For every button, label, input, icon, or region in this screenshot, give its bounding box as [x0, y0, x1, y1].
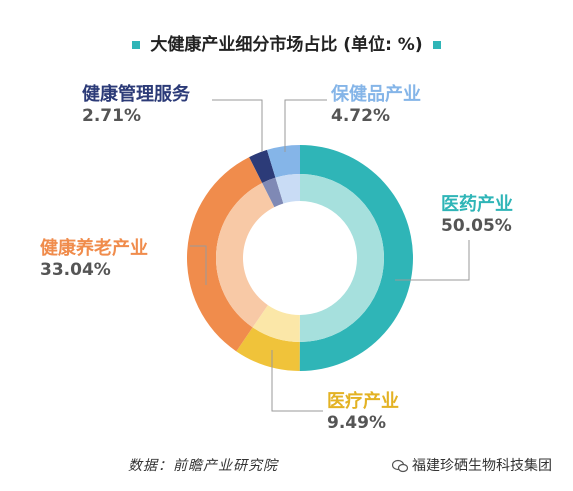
label-medical-name: 医疗产业	[327, 391, 399, 412]
label-health-products: 保健品产业 4.72%	[331, 84, 421, 126]
outer-slice-elderly-care	[187, 157, 263, 352]
label-medical-value: 9.49%	[327, 412, 386, 433]
label-management-value: 2.71%	[82, 105, 141, 126]
watermark-text: 福建珍硒生物科技集团	[412, 458, 552, 474]
title-square-left-icon	[132, 41, 141, 49]
title-square-right-icon	[432, 41, 441, 49]
label-elderly-name: 健康养老产业	[40, 238, 148, 259]
label-pharma-value: 50.05%	[441, 215, 512, 236]
outer-slice-health-management	[249, 149, 276, 183]
leader-line-health-management	[212, 99, 263, 152]
inner-slice-health-products	[275, 174, 300, 204]
chart-title-text: 大健康产业细分市场占比 (单位: %)	[150, 35, 423, 55]
label-pharma: 医药产业 50.05%	[441, 194, 513, 236]
label-medical: 医疗产业 9.49%	[327, 391, 399, 433]
leader-line-health-products	[284, 99, 327, 152]
outer-slice-pharma	[299, 145, 414, 371]
outer-slice-health-products	[266, 145, 300, 178]
chart-title: 大健康产业细分市场占比 (单位: %)	[0, 30, 573, 55]
inner-slice-health-management	[262, 177, 284, 208]
leader-line-pharma	[395, 240, 470, 281]
label-management-name: 健康管理服务	[82, 84, 190, 105]
label-products-value: 4.72%	[331, 105, 390, 126]
wechat-icon	[392, 459, 408, 473]
inner-slice-elderly-care	[216, 182, 275, 328]
inner-slice-pharma	[299, 174, 385, 342]
label-pharma-name: 医药产业	[441, 194, 513, 215]
data-source: 数据：前瞻产业研究院	[128, 458, 278, 474]
label-products-name: 保健品产业	[331, 84, 421, 105]
leader-line-elderly-care	[190, 245, 207, 285]
label-elderly-value: 33.04%	[40, 259, 111, 280]
label-health-management: 健康管理服务 2.71%	[82, 84, 190, 126]
outer-slice-medical	[236, 327, 300, 371]
inner-slice-medical	[252, 305, 300, 342]
label-elderly-care: 健康养老产业 33.04%	[40, 238, 148, 280]
leader-line-medical	[271, 350, 323, 412]
watermark: 福建珍硒生物科技集团	[392, 455, 552, 475]
